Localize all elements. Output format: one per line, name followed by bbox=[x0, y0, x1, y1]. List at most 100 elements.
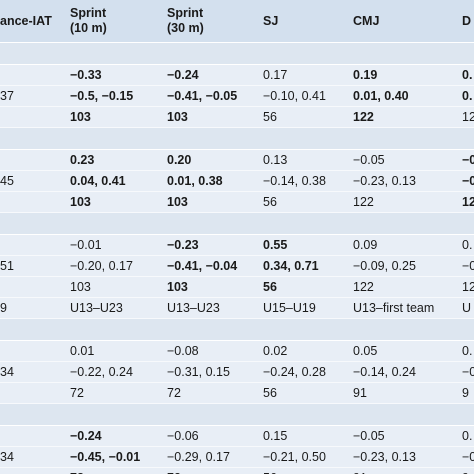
empty-cell bbox=[0, 149, 70, 171]
data-row: 1031035612212 bbox=[0, 106, 474, 128]
cell: 0. bbox=[462, 234, 474, 256]
cell: 103 bbox=[70, 276, 167, 298]
cell: 122 bbox=[353, 276, 462, 298]
group-separator bbox=[0, 127, 474, 150]
cell: −0.09, 0.25 bbox=[353, 255, 462, 277]
cell: −0.23 bbox=[167, 234, 263, 256]
cell: 0.17 bbox=[263, 64, 353, 86]
data-row: −0.33 −0.24 0.17 0.19 0. bbox=[0, 64, 474, 86]
cell: 56 bbox=[263, 467, 353, 474]
cell: 103 bbox=[70, 191, 167, 213]
cell: 45 bbox=[0, 170, 70, 192]
cell: −0.22, 0.24 bbox=[70, 361, 167, 383]
cell: −0.06 bbox=[167, 425, 263, 447]
cell: 0.55 bbox=[263, 234, 353, 256]
cell: 12 bbox=[462, 106, 474, 128]
cell: 9 bbox=[0, 297, 70, 319]
cell: −0.21, 0.50 bbox=[263, 446, 353, 468]
group-separator bbox=[0, 403, 474, 426]
cell: 56 bbox=[263, 276, 353, 298]
group-separator bbox=[0, 212, 474, 235]
cell: 0.20 bbox=[167, 149, 263, 171]
cell: 0.01 bbox=[70, 340, 167, 362]
cell: 34 bbox=[0, 446, 70, 468]
data-row: 51 −0.20, 0.17 −0.41, −0.04 0.34, 0.71 −0.09… bbox=[0, 255, 474, 277]
cell: −0.05 bbox=[353, 425, 462, 447]
cell: −0.14, 0.24 bbox=[353, 361, 462, 383]
empty-cell bbox=[0, 191, 70, 213]
cell: −0.20, 0.17 bbox=[70, 255, 167, 277]
header-cell: ance-IAT bbox=[0, 0, 70, 43]
cell: U15–U19 bbox=[263, 297, 353, 319]
data-row: 34 −0.45, −0.01 −0.29, 0.17 −0.21, 0.50 −0.2… bbox=[0, 446, 474, 468]
cell: −0. bbox=[462, 446, 474, 468]
header-cell: Sprint (30 m) bbox=[167, 0, 263, 43]
cell: 0.01, 0.40 bbox=[353, 85, 462, 107]
cell: 0.09 bbox=[353, 234, 462, 256]
cell: −0.23, 0.13 bbox=[353, 446, 462, 468]
cell: 37 bbox=[0, 85, 70, 107]
cell: 34 bbox=[0, 361, 70, 383]
cell: −0.24, 0.28 bbox=[263, 361, 353, 383]
empty-cell bbox=[0, 106, 70, 128]
cell: −0.45, −0.01 bbox=[70, 446, 167, 468]
header-cell: Sprint (10 m) bbox=[70, 0, 167, 43]
empty-cell bbox=[0, 276, 70, 298]
cell: −0.31, 0.15 bbox=[167, 361, 263, 383]
cell: 122 bbox=[353, 191, 462, 213]
cell: 72 bbox=[167, 382, 263, 404]
cell: 0.05 bbox=[353, 340, 462, 362]
cell: −0. bbox=[462, 149, 474, 171]
cell: 103 bbox=[167, 276, 263, 298]
cell: −0. bbox=[462, 170, 474, 192]
separator-cell bbox=[0, 127, 474, 150]
header-cell: D bbox=[462, 0, 474, 43]
cell: 12 bbox=[462, 276, 474, 298]
cell: 0.23 bbox=[70, 149, 167, 171]
cell: −0.01 bbox=[70, 234, 167, 256]
cell: −0.24 bbox=[70, 425, 167, 447]
data-row: 9 U13–U23 U13–U23 U15–U19 U13–first team U bbox=[0, 297, 474, 319]
cell: 103 bbox=[70, 106, 167, 128]
cell: 0.34, 0.71 bbox=[263, 255, 353, 277]
cell: 103 bbox=[167, 191, 263, 213]
cell: U13–U23 bbox=[167, 297, 263, 319]
cell: 91 bbox=[353, 467, 462, 474]
cell: 0.01, 0.38 bbox=[167, 170, 263, 192]
cell: −0.14, 0.38 bbox=[263, 170, 353, 192]
cell: −0.5, −0.15 bbox=[70, 85, 167, 107]
header-row: ance-IAT Sprint (10 m) Sprint (30 m) SJ CMJ D bbox=[0, 0, 474, 43]
cell: −0.05 bbox=[353, 149, 462, 171]
header-cell: CMJ bbox=[353, 0, 462, 43]
cell: U13–U23 bbox=[70, 297, 167, 319]
cell: 51 bbox=[0, 255, 70, 277]
cell: 122 bbox=[353, 106, 462, 128]
empty-cell bbox=[0, 340, 70, 362]
cell: −0. bbox=[462, 361, 474, 383]
data-row: 1031035612212 bbox=[0, 191, 474, 213]
empty-cell bbox=[0, 425, 70, 447]
cell: 0.04, 0.41 bbox=[70, 170, 167, 192]
empty-cell bbox=[0, 234, 70, 256]
data-row: 1031035612212 bbox=[0, 276, 474, 298]
cell: 9 bbox=[462, 382, 474, 404]
cell: 0.15 bbox=[263, 425, 353, 447]
data-row: −0.01 −0.23 0.55 0.09 0. bbox=[0, 234, 474, 256]
cell: 91 bbox=[353, 382, 462, 404]
empty-cell bbox=[0, 64, 70, 86]
empty-cell bbox=[0, 382, 70, 404]
cell: −0.33 bbox=[70, 64, 167, 86]
data-row: 0.01 −0.08 0.02 0.05 0. bbox=[0, 340, 474, 362]
cell: 72 bbox=[70, 467, 167, 474]
cell: 0.13 bbox=[263, 149, 353, 171]
cell: −0.08 bbox=[167, 340, 263, 362]
cell: 0. bbox=[462, 425, 474, 447]
cell: 0. bbox=[462, 340, 474, 362]
empty-cell bbox=[0, 467, 70, 474]
separator-cell bbox=[0, 403, 474, 426]
cell: 0. bbox=[462, 64, 474, 86]
